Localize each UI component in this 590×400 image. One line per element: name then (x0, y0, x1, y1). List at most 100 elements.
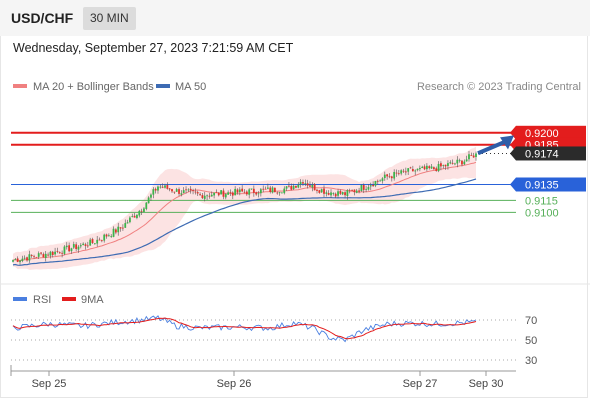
candle-body (409, 167, 412, 169)
candle-body (416, 168, 419, 171)
candle-body (374, 180, 377, 186)
candle-body (302, 182, 304, 184)
candle-body (112, 228, 115, 237)
candles-group (12, 150, 477, 265)
candle-body (248, 189, 251, 195)
candle-body (98, 239, 101, 241)
candle-body (37, 253, 40, 257)
candle-body (79, 245, 82, 247)
candle-body (245, 191, 248, 195)
ma20-line (12, 161, 477, 262)
candle-body (447, 163, 449, 167)
candle-body (35, 256, 38, 258)
candle-body (33, 256, 35, 258)
candle-body (271, 187, 274, 193)
candle-body (63, 246, 66, 254)
candle-body (213, 192, 216, 196)
candle-body (168, 188, 171, 190)
candle-body (210, 194, 213, 197)
candle-body (231, 192, 234, 196)
candle-body (70, 248, 73, 252)
candle-body (117, 226, 120, 233)
candle-body (339, 190, 342, 194)
x-tick-label-2: Sep 27 (403, 378, 438, 390)
candle-body (119, 227, 122, 229)
legend-ma50-label: MA 50 (175, 81, 206, 93)
candle-body (318, 190, 321, 193)
candle-body (276, 192, 279, 194)
candle-body (122, 227, 124, 229)
candle-body (252, 188, 255, 193)
candle-body (194, 191, 197, 193)
candle-body (283, 188, 286, 194)
candle-body (238, 189, 241, 193)
candle-body (440, 163, 442, 167)
level-pointer-2 (510, 146, 516, 161)
candle-body (129, 217, 131, 223)
forecast-arrow-shaft (477, 139, 507, 156)
candle-body (313, 184, 316, 191)
candle-body (449, 162, 452, 164)
legend-ma50-swatch (156, 84, 170, 88)
candle-body (311, 184, 314, 188)
candle-body (297, 184, 300, 188)
candle-body (222, 190, 225, 197)
candle-body (236, 189, 239, 193)
level-box-0 (516, 125, 586, 140)
candle-body (124, 223, 127, 228)
candle-body (351, 190, 353, 191)
candle-body (393, 172, 396, 179)
candle-body (470, 155, 473, 156)
candle-body (84, 244, 87, 246)
candle-body (367, 187, 370, 190)
candle-body (304, 183, 307, 184)
candle-body (365, 188, 367, 190)
candle-body (133, 215, 136, 218)
candle-body (262, 188, 265, 190)
candle-body (105, 234, 108, 237)
candle-body (220, 190, 223, 195)
candle-body (437, 163, 440, 172)
candle-body (93, 243, 96, 245)
legend-ma20-swatch (13, 84, 27, 88)
candle-body (323, 188, 325, 194)
candle-body (187, 189, 190, 191)
legend-9ma-label: 9MA (81, 294, 104, 306)
candle-body (143, 208, 145, 212)
candle-body (259, 189, 262, 194)
candle-body (327, 192, 330, 195)
candle-body (395, 172, 398, 174)
candle-body (16, 258, 19, 262)
candle-body (185, 189, 187, 191)
candle-body (463, 161, 466, 165)
candle-body (348, 190, 351, 192)
candle-body (444, 164, 447, 167)
candle-body (227, 192, 230, 195)
candle-body (423, 166, 426, 170)
candle-body (402, 170, 405, 172)
candle-body (77, 246, 80, 250)
candle-body (89, 239, 92, 246)
candle-body (292, 185, 295, 190)
candle-body (358, 190, 360, 192)
candle-body (332, 193, 335, 194)
legend-ma20-label: MA 20 + Bollinger Bands (33, 81, 154, 93)
candle-body (428, 166, 431, 169)
candle-body (82, 243, 85, 246)
candle-body (353, 189, 356, 193)
candle-body (199, 194, 201, 195)
candle-body (269, 187, 272, 193)
candle-body (12, 260, 14, 262)
candle-body (421, 166, 424, 168)
candle-body (299, 181, 302, 185)
candle-body (414, 170, 417, 172)
candle-body (278, 192, 281, 194)
candle-body (21, 258, 24, 262)
level-label-5: 0.9100 (525, 207, 559, 219)
candle-body (96, 239, 99, 244)
candle-body (273, 187, 276, 193)
candle-body (140, 210, 143, 212)
candle-body (68, 245, 71, 252)
candle-body (255, 192, 258, 195)
timeframe-button[interactable]: 30 MIN (83, 7, 136, 30)
